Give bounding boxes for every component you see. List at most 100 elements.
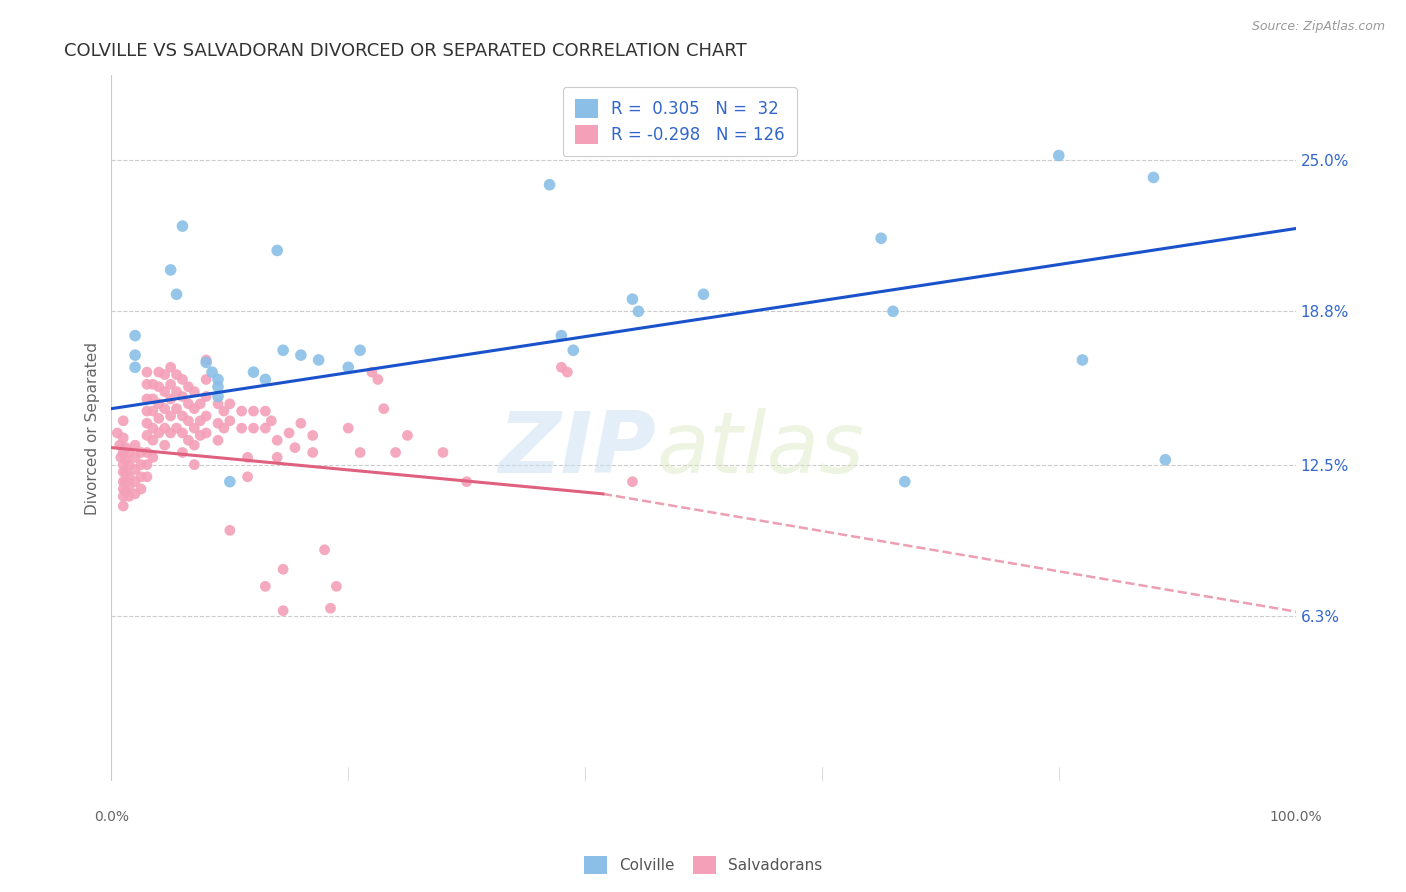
Point [118,445,141,459]
Point [231,404,253,418]
Point [142,421,165,435]
Point [271,604,294,618]
Point [562,343,585,358]
Point [870,231,893,245]
Point [177,434,200,448]
Text: 0.0%: 0.0% [94,810,129,824]
Point [278,425,301,440]
Point [894,475,917,489]
Text: COLVILLE VS SALVADORAN DIVORCED OR SEPARATED CORRELATION CHART: COLVILLE VS SALVADORAN DIVORCED OR SEPAR… [65,42,747,60]
Point [112,431,135,445]
Point [136,404,159,418]
Point [373,401,395,416]
Point [266,450,288,465]
Point [254,404,277,418]
Point [1047,148,1070,162]
Point [172,389,194,403]
Point [236,470,259,484]
Point [550,328,572,343]
Point [266,244,288,258]
Point [271,343,294,358]
Point [201,365,224,379]
Point [112,414,135,428]
Point [112,465,135,479]
Point [260,414,283,428]
Point [301,428,323,442]
Point [136,428,159,442]
Point [308,353,330,368]
Point [195,353,218,368]
Point [148,365,170,379]
Point [112,458,135,472]
Legend: Colville, Salvadorans: Colville, Salvadorans [578,850,828,880]
Legend: R =  0.305   N =  32, R = -0.298   N = 126: R = 0.305 N = 32, R = -0.298 N = 126 [562,87,797,155]
Point [1071,353,1094,368]
Point [114,452,136,467]
Point [254,372,277,386]
Point [148,425,170,440]
Point [166,401,188,416]
Point [337,421,360,435]
Point [301,445,323,459]
Text: 100.0%: 100.0% [1270,810,1322,824]
Point [692,287,714,301]
Point [118,479,141,493]
Point [538,178,561,192]
Point [621,475,644,489]
Point [166,421,188,435]
Point [177,380,200,394]
Point [105,425,128,440]
Point [142,404,165,418]
Point [396,428,419,442]
Point [114,441,136,455]
Point [207,372,229,386]
Text: Source: ZipAtlas.com: Source: ZipAtlas.com [1251,20,1385,33]
Point [112,499,135,513]
Point [242,365,264,379]
Point [159,377,181,392]
Point [142,434,165,448]
Point [271,562,294,576]
Point [124,462,146,476]
Point [142,377,165,392]
Point [124,487,146,501]
Point [177,397,200,411]
Point [108,438,131,452]
Point [153,421,176,435]
Point [159,392,181,406]
Point [195,372,218,386]
Point [129,482,152,496]
Point [166,368,188,382]
Point [112,489,135,503]
Point [124,438,146,452]
Point [153,368,176,382]
Point [172,409,194,423]
Point [218,524,240,538]
Point [118,458,141,472]
Point [110,450,132,465]
Point [188,397,211,411]
Point [114,484,136,499]
Point [124,475,146,489]
Point [136,365,159,379]
Point [367,372,389,386]
Point [195,389,218,403]
Point [207,417,229,431]
Point [183,438,205,452]
Point [284,441,307,455]
Point [114,475,136,489]
Point [218,414,240,428]
Point [124,348,146,362]
Point [148,380,170,394]
Point [172,372,194,386]
Point [207,389,229,403]
Point [188,428,211,442]
Point [195,409,218,423]
Point [142,450,165,465]
Point [195,355,218,369]
Point [183,458,205,472]
Point [432,445,454,459]
Point [172,425,194,440]
Point [148,397,170,411]
Point [112,445,135,459]
